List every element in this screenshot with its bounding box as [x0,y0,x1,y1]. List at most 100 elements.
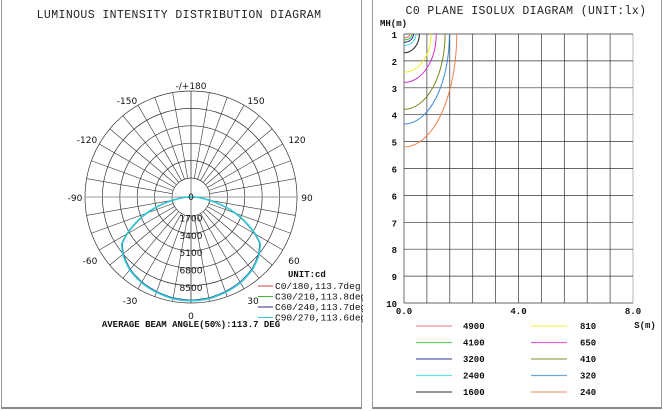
polar-spoke [205,128,273,186]
isolux-contour-410 [403,33,446,110]
angle-label: 60 [288,257,300,267]
isolux-contour-3200 [403,33,415,43]
polar-spoke [208,160,291,191]
radial-tick-label: 5100 [180,249,203,259]
polar-legend: C0/180,113.7degC30/210,113.8degC60/240,1… [258,281,363,324]
polar-spoke [154,97,185,180]
polar-spoke [209,200,296,216]
radial-tick-label: 0 [188,193,194,203]
polar-spoke [200,105,245,181]
angle-label: 30 [247,297,259,307]
legend-value: 4900 [463,322,485,332]
polar-spoke [207,206,283,251]
polar-spoke [205,208,273,266]
luminous-intensity-panel: LUMINOUS INTENSITY DISTRIBUTION DIAGRAM … [1,0,363,409]
angle-label: 0 [188,312,194,322]
isolux-contour-2400 [403,33,417,47]
isolux-title: C0 PLANE ISOLUX DIAGRAM (UNIT:lx) [406,5,647,18]
polar-title: LUMINOUS INTENSITY DISTRIBUTION DIAGRAM [37,9,322,22]
y-tick-label: 7 [392,219,397,229]
angle-label: -/+180 [176,82,207,92]
isolux-grid [403,33,634,304]
radial-tick-label: 3400 [180,232,203,242]
legend-value: 810 [580,322,596,332]
legend-value: 1600 [463,388,485,398]
legend-label: C30/210,113.8deg [275,292,363,303]
polar-spoke [109,128,177,186]
unit-label: UNIT:cd [288,270,326,280]
isolux-contour-4100 [403,33,413,41]
polar-spoke [209,178,296,194]
polar-diagram: LUMINOUS INTENSITY DISTRIBUTION DIAGRAM … [37,9,363,330]
polar-grid [84,90,298,304]
polar-spoke [194,215,210,302]
isolux-contour-320 [403,33,450,125]
polar-labels: -/+180 -150 150 -120 120 -90 90 -60 60 -30 30 0 0 170… [68,82,313,322]
polar-spoke [99,206,175,251]
polar-spoke [172,92,188,179]
polar-spoke [194,92,210,179]
polar-spoke [122,115,180,183]
polar-spoke [200,213,245,289]
polar-spoke [91,160,174,191]
legend-value: 650 [580,339,596,349]
polar-spoke [91,203,174,234]
polar-spoke [197,97,228,180]
polar-spoke [207,143,283,188]
isolux-panel: C0 PLANE ISOLUX DIAGRAM (UNIT:lx) MH(m) … [372,0,662,409]
angle-label: 150 [247,97,264,107]
x-tick-label: 4.0 [510,307,526,317]
legend-label: C60/240,113.7deg [275,302,363,313]
angle-label: 120 [288,136,305,146]
angle-label: -90 [68,194,83,204]
polar-spoke [122,211,180,279]
legend-value: 2400 [463,372,485,382]
angle-label: -30 [123,297,138,307]
legend-value: 3200 [463,355,485,365]
polar-curve-3 [120,196,262,302]
polar-spoke [202,211,260,279]
isolux-contour-240 [403,33,458,148]
legend-value: 320 [580,372,596,382]
polar-spoke [86,178,173,194]
y-tick-label: 4 [392,112,398,122]
angle-label: -150 [117,97,138,107]
isolux-contour-650 [403,33,437,83]
y-tick-label: 8 [392,246,397,256]
polar-spoke [172,215,188,302]
legend-value: 4100 [463,339,485,349]
legend-label: C0/180,113.7deg [275,281,361,292]
x-tick-label: 8.0 [625,307,641,317]
polar-spoke [137,105,182,181]
angle-label: 90 [301,194,313,204]
polar-spoke [197,214,228,297]
isolux-diagram: C0 PLANE ISOLUX DIAGRAM (UNIT:lx) MH(m) … [380,5,656,398]
polar-spoke [137,213,182,289]
y-tick-label: 1 [392,31,398,41]
isolux-contour-4900 [403,33,411,39]
polar-spoke [202,115,260,183]
isolux-contour-810 [403,33,432,73]
y-tick-label: 10 [386,300,397,310]
radial-tick-label: 6800 [180,267,203,277]
polar-curves [120,196,262,302]
polar-spoke [154,214,185,297]
y-tick-label: 6 [392,166,397,176]
y-tick-label: 6 [392,192,397,202]
radial-tick-label: 8500 [180,284,203,294]
polar-spoke [208,203,291,234]
legend-value: 240 [580,388,596,398]
isolux-axis-ticks: 1 2 3 4 5 6 6 7 8 9 100.0 4.0 8.0 [386,31,641,317]
radial-tick-label: 1700 [180,214,203,224]
y-axis-label: MH(m) [380,19,407,29]
y-tick-label: 3 [392,85,397,95]
beam-angle-footer: AVERAGE BEAM ANGLE(50%):113.7 DEG [102,320,280,330]
y-tick-label: 2 [392,58,397,68]
x-tick-label: 0.0 [396,307,412,317]
x-axis-label: S(m) [634,321,656,331]
polar-spoke [109,208,177,266]
angle-label: -120 [77,136,98,146]
isolux-legend: 4900 4100 3200 2400 1600 810 650 410 320 240 [416,322,596,398]
isolux-contour-1600 [403,33,420,54]
isolux-curves [403,33,458,148]
